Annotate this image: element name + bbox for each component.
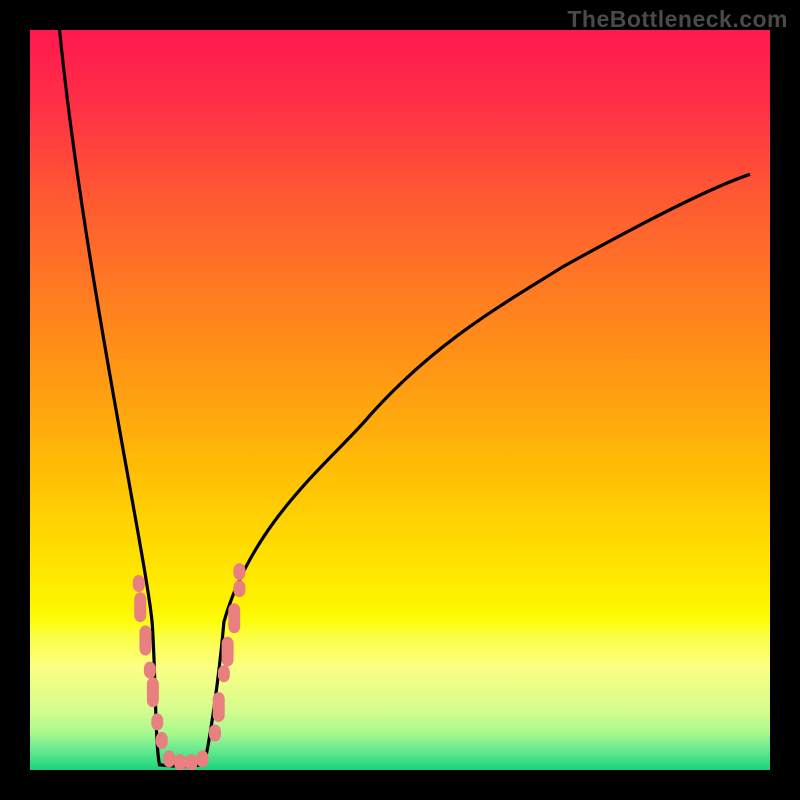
data-marker [196, 750, 208, 767]
watermark-text: TheBottleneck.com [567, 6, 788, 33]
data-marker [151, 713, 163, 730]
data-marker [218, 665, 230, 682]
data-marker [174, 754, 186, 771]
data-marker [185, 754, 197, 771]
data-marker [228, 603, 240, 633]
plot-background [30, 30, 770, 770]
data-marker [139, 626, 151, 656]
frame-right [770, 0, 800, 800]
data-marker [233, 563, 245, 580]
data-marker [163, 750, 175, 767]
data-marker [134, 592, 146, 622]
data-marker [144, 662, 156, 679]
data-marker [147, 677, 159, 707]
frame-bottom [0, 770, 800, 800]
data-marker [213, 692, 225, 722]
frame-left [0, 0, 30, 800]
data-marker [133, 575, 145, 592]
data-marker [222, 637, 234, 667]
data-marker [209, 725, 221, 742]
chart-svg [0, 0, 800, 800]
data-marker [156, 732, 168, 749]
chart-stage: TheBottleneck.com [0, 0, 800, 800]
data-marker [233, 580, 245, 597]
